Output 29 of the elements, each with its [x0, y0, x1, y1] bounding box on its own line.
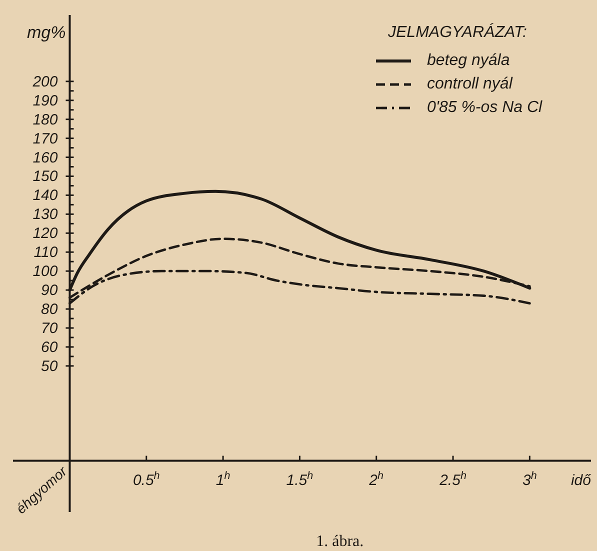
y-tick-label: 160	[32, 149, 58, 166]
x-axis-title: idő	[570, 472, 592, 489]
y-tick-label: 190	[32, 92, 58, 110]
y-tick-label: 50	[41, 358, 58, 375]
x-tick-label: 3$^{h}$	[522, 470, 537, 489]
x-tick-label: 2$^{h}$	[368, 470, 384, 489]
legend-title: JELMAGYARÁZAT:	[387, 23, 527, 41]
x-tick-label: 0.5$^{h}$	[132, 470, 160, 489]
y-tick-label: 180	[32, 111, 58, 128]
text: 1. ábra.	[316, 533, 364, 550]
y-tick-label: 110	[34, 244, 58, 262]
y-tick-label: 130	[32, 206, 58, 224]
y-tick-label: 100	[32, 263, 58, 280]
y-axis-title: mg%	[26, 23, 66, 42]
x-tick-label: 1$^{h}$	[216, 470, 230, 489]
y-tick-label: 150	[32, 168, 58, 186]
y-tick-label: 80	[41, 301, 58, 318]
y-tick-label: 170	[32, 130, 58, 148]
y-tick-label: 120	[32, 225, 58, 242]
y-tick-label: 200	[32, 73, 58, 90]
legend-label: 0'85 %-os Na Cl	[427, 99, 543, 116]
x-tick-label: 2.5$^{h}$	[438, 470, 466, 489]
x-tick-label: 1.5$^{h}$	[286, 470, 314, 489]
legend-label: controll nyál	[427, 76, 513, 92]
y-tick-label: 70	[41, 320, 58, 337]
y-tick-label: 60	[41, 338, 58, 356]
legend-label: beteg nyála	[427, 52, 510, 69]
y-tick-label: 140	[32, 187, 58, 204]
y-tick-label: 90	[41, 282, 58, 300]
